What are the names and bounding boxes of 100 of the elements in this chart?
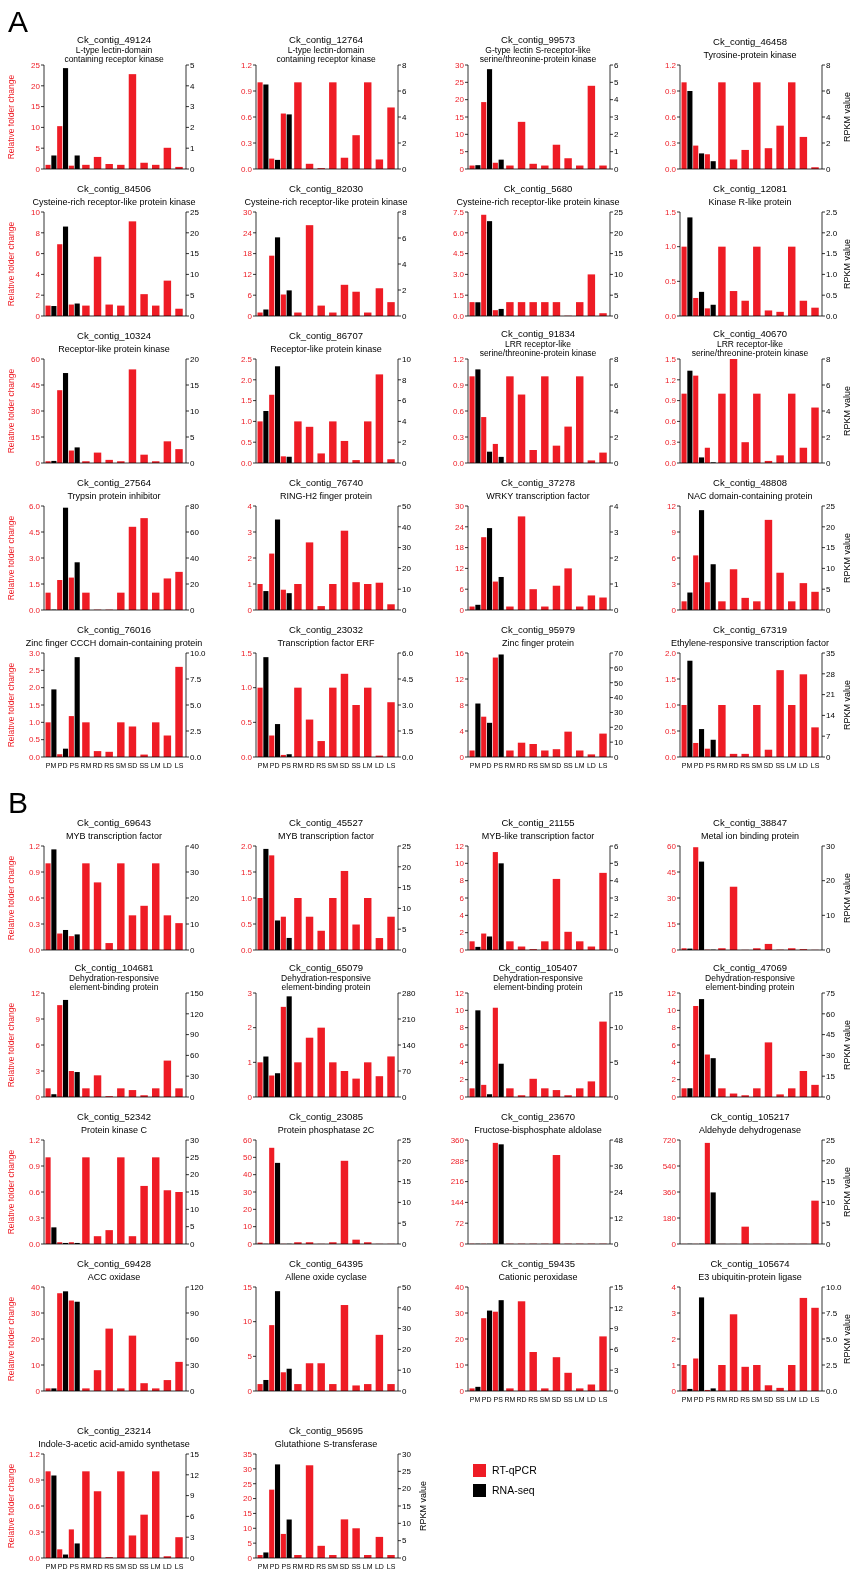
y-tick-label: 0 (459, 752, 465, 762)
y2-tick-label: 4 (826, 406, 831, 416)
y2-tick-label: 0.0 (826, 1386, 838, 1396)
y-tick-label: 3.0 (452, 270, 465, 280)
chart-subtitle: MYB transcription factor (277, 831, 375, 841)
y-tick-label: 0.0 (240, 752, 253, 762)
y2-tick-label: 4 (614, 406, 619, 416)
y-tick-label: 1.5 (28, 579, 41, 589)
y2-tick-label: 0 (614, 605, 619, 615)
y2-tick-label: 8 (614, 354, 619, 364)
y2-tick-label: 2 (826, 138, 831, 148)
y2-tick-label: 75 (826, 988, 836, 998)
legend-label: RT-qPCR (492, 1464, 538, 1477)
y2-tick-label: 4 (614, 501, 619, 511)
y2-tick-label: 7.5 (190, 674, 202, 684)
chart-title: Ck_contig_46458 (713, 36, 787, 47)
y-tick-label: 8 (671, 1023, 677, 1033)
chart-title: Ck_contig_95695 (289, 1425, 363, 1436)
y2-tick-label: 210 (402, 1014, 416, 1024)
y2-tick-label: 45 (826, 1030, 836, 1040)
y-tick-label: 35 (243, 1449, 253, 1459)
y-tick-label: 1.5 (240, 648, 253, 658)
y-tick-label: 10 (243, 1524, 253, 1534)
y-tick-label: 30 (455, 1308, 465, 1318)
y-tick-label: 1.0 (664, 700, 677, 710)
chart-subtitle: MYB transcription factor (65, 831, 163, 841)
y2-tick-label: 6 (826, 380, 831, 390)
y2-tick-label: 25 (614, 207, 624, 217)
y-tick-label: 0.6 (28, 893, 41, 903)
y-tick-label: 0 (247, 605, 253, 615)
y2-tick-label: 8 (402, 60, 407, 70)
y-tick-label: 12 (455, 674, 465, 684)
y2-tick-label: 2 (190, 123, 195, 133)
y-tick-label: 6 (671, 553, 677, 563)
y2-tick-label: 1.0 (826, 270, 838, 280)
y2-axis-title: RPKM value (842, 872, 852, 924)
y2-tick-label: 5 (190, 1222, 195, 1232)
y-tick-label: 6 (459, 585, 465, 594)
y2-tick-label: 5 (614, 291, 619, 300)
y-tick-label: 3 (247, 988, 253, 998)
y-tick-label: 1.2 (28, 1135, 41, 1145)
y-tick-label: 9 (671, 527, 677, 537)
y2-tick-label: 5 (826, 1219, 831, 1228)
chart-subtitle: Protein phosphatase 2C (277, 1125, 375, 1135)
y-tick-label: 20 (243, 1494, 253, 1504)
y-axis-title: Relative folder change (6, 1296, 16, 1382)
y-tick-label: 0.0 (28, 605, 41, 615)
y-tick-label: 15 (31, 102, 41, 112)
chart-title: Ck_contig_65079 (289, 962, 363, 973)
y-tick-label: 0.0 (28, 1239, 41, 1249)
y-tick-label: 0.0 (240, 458, 253, 468)
y2-tick-label: 1 (614, 147, 619, 157)
chart-title: Ck_contig_45527 (289, 817, 363, 828)
y2-tick-label: 60 (826, 1009, 836, 1019)
y2-tick-label: 0 (614, 945, 619, 955)
y-tick-label: 4 (459, 1058, 465, 1068)
y-tick-label: 12 (455, 841, 465, 851)
y2-tick-label: 10 (190, 919, 200, 929)
y2-tick-label: 15 (402, 1501, 412, 1511)
y2-tick-label: 0.5 (826, 291, 838, 300)
y-tick-label: 0.5 (664, 277, 677, 287)
y2-tick-label: 40 (190, 841, 200, 851)
y-tick-label: 24 (243, 228, 253, 238)
y2-tick-label: 0 (402, 1092, 407, 1102)
y-tick-label: 30 (667, 893, 677, 903)
y-tick-label: 4 (671, 1058, 677, 1068)
y2-tick-label: 0 (190, 1553, 195, 1563)
y-tick-label: 0.3 (28, 1213, 41, 1223)
chart-subtitle: WRKY transcription factor (486, 491, 590, 501)
y2-tick-label: 9 (614, 1324, 619, 1334)
y2-tick-label: 24 (614, 1187, 624, 1197)
y2-tick-label: 20 (402, 862, 412, 872)
y2-tick-label: 40 (402, 522, 412, 532)
y2-tick-label: 0 (402, 311, 407, 321)
y2-tick-label: 10 (826, 911, 836, 921)
y2-tick-label: 10 (190, 1205, 200, 1215)
y-tick-label: 4 (35, 270, 41, 280)
y-tick-label: 3 (671, 579, 677, 589)
y2-tick-label: 20 (402, 1156, 412, 1166)
y-tick-label: 5 (35, 144, 41, 153)
chart-subtitle: Fructose-bisphosphate aldolase (474, 1125, 602, 1135)
y-tick-label: 0 (35, 311, 41, 321)
y2-tick-label: 0 (190, 458, 195, 468)
y-tick-label: 8 (459, 876, 465, 886)
y-tick-label: 10 (31, 207, 41, 217)
y2-tick-label: 60 (614, 663, 624, 673)
y2-tick-label: 10 (614, 737, 624, 747)
y2-tick-label: 0 (190, 945, 195, 955)
y-tick-label: 144 (450, 1198, 465, 1208)
y2-tick-label: 5 (826, 585, 831, 594)
y-tick-label: 60 (31, 354, 41, 364)
y-tick-label: 12 (667, 988, 677, 998)
y-tick-label: 0 (459, 945, 465, 955)
chart-subtitle: G-type lectin S-receptor-like serine/threonine-protein kinase (479, 45, 597, 64)
y2-tick-label: 4 (190, 81, 195, 91)
y2-tick-label: 6 (402, 86, 407, 96)
y-tick-label: 10 (31, 123, 41, 133)
y-tick-label: 1.5 (664, 354, 677, 364)
y2-tick-label: 10 (826, 564, 836, 574)
y2-tick-label: 10 (826, 1198, 836, 1208)
